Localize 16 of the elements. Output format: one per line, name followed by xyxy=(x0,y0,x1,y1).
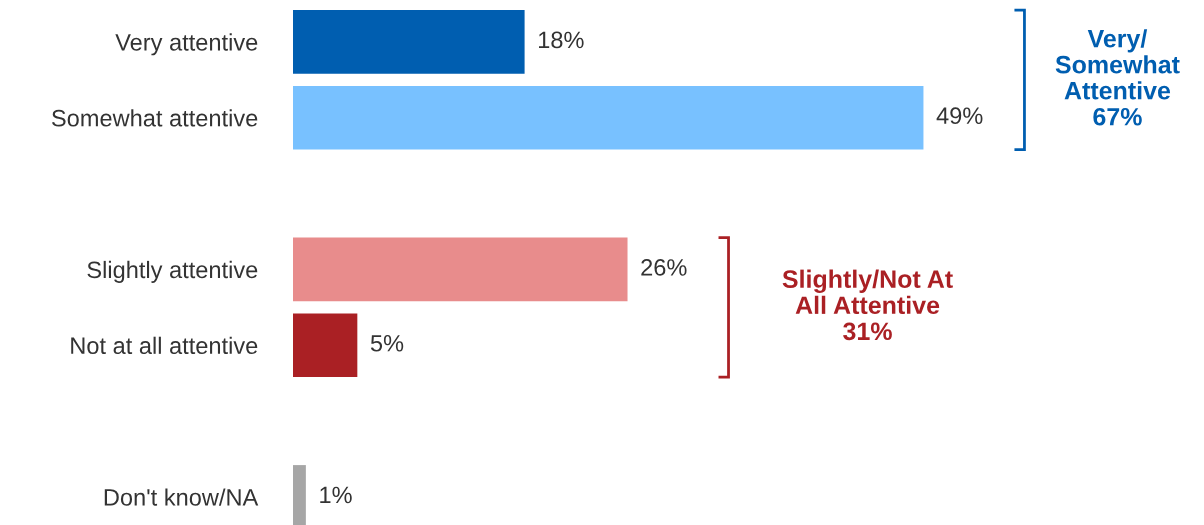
bar xyxy=(293,10,525,74)
annotation: Slightly/Not At All Attentive 31% xyxy=(782,269,953,341)
y-tick-label: Somewhat attentive xyxy=(51,109,258,127)
data-label: 49% xyxy=(936,107,983,125)
data-label: 1% xyxy=(320,486,352,504)
bar xyxy=(293,237,628,302)
y-tick-label: Don't know/NA xyxy=(104,488,259,506)
data-label: 5% xyxy=(370,334,404,352)
text: Very/ Somewhat Attentive 67% xyxy=(1055,29,1180,126)
y-tick-label: Very attentive xyxy=(115,33,258,56)
y-tick-label: Not at all attentive xyxy=(71,336,258,355)
data-label: 18% xyxy=(539,31,584,49)
data-label: 26% xyxy=(641,259,687,276)
bar xyxy=(293,313,358,378)
bar xyxy=(293,85,924,150)
y-tick-label: Slightly attentive xyxy=(87,260,258,283)
